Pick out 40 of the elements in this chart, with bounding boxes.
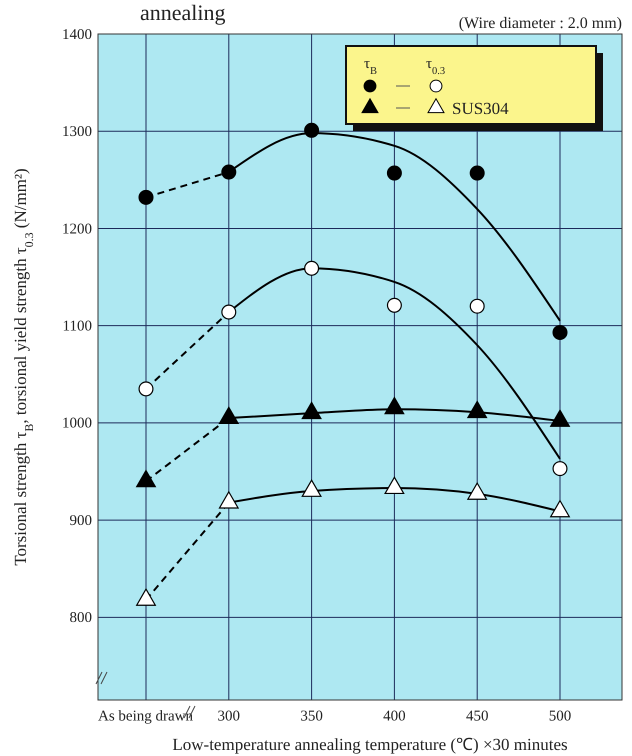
x-tick-label: 400 — [383, 708, 406, 725]
point — [550, 500, 570, 518]
annotation: τ$_{B}$ — [364, 56, 378, 76]
point — [136, 470, 156, 488]
x-tick-label: 450 — [466, 708, 488, 725]
point — [386, 166, 402, 181]
x-tick-label: As being drawn — [98, 708, 194, 725]
y-tick-label: 1200 — [62, 221, 92, 238]
y-tick-label: 900 — [70, 512, 92, 529]
point — [218, 406, 239, 424]
y-tick-label: 800 — [70, 610, 92, 626]
point — [304, 122, 320, 138]
point — [221, 304, 236, 320]
point — [138, 190, 154, 205]
y-tick-label: 1000 — [62, 416, 92, 432]
point — [384, 476, 404, 494]
y-tick-label: 1100 — [62, 318, 92, 334]
y-tick-label: 1300 — [62, 124, 92, 140]
point — [470, 298, 485, 314]
annotation: τ$_{0.3}$ — [426, 56, 446, 76]
point — [550, 410, 570, 427]
point — [218, 491, 239, 509]
y-tick-label: 1400 — [62, 26, 92, 43]
chart-subtitle: (Wire diameter : 2.0 mm) — [458, 15, 622, 32]
point — [221, 164, 236, 180]
x-tick-label: 500 — [548, 708, 572, 725]
point — [552, 324, 568, 340]
point — [467, 400, 488, 418]
point — [467, 482, 488, 500]
point — [384, 396, 404, 414]
point — [304, 260, 320, 276]
x-axis-title: Low-temperature annealing temperature (℃) ×30 minutes — [172, 735, 568, 754]
point — [136, 588, 156, 606]
point — [302, 480, 322, 497]
point — [386, 298, 402, 313]
x-tick-label: 300 — [218, 708, 240, 725]
x-tick-label: 350 — [300, 708, 323, 725]
point — [470, 166, 485, 181]
chart-title: annealing — [140, 0, 226, 25]
point — [302, 402, 322, 420]
